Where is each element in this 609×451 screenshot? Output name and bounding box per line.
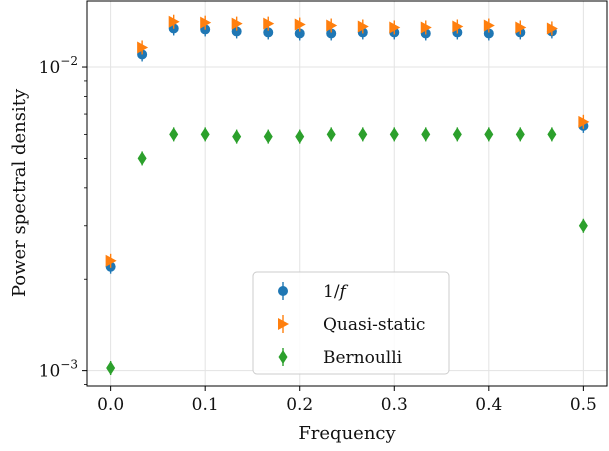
data-point [294, 18, 306, 31]
y-tick-label-exponent: −3 [60, 358, 78, 372]
data-point [484, 127, 494, 142]
data-point [263, 17, 275, 30]
legend-item: Quasi-static [278, 315, 425, 335]
data-point [389, 21, 401, 34]
data-point [515, 21, 527, 34]
legend-item: Bernoulli [278, 348, 403, 368]
data-point [200, 127, 210, 142]
data-marks [105, 14, 590, 376]
data-point [137, 41, 149, 54]
series-circle [105, 21, 589, 274]
data-point [358, 127, 368, 142]
x-tick-label: 0.5 [570, 395, 597, 415]
data-point [578, 115, 590, 128]
data-point [326, 127, 336, 142]
data-point [483, 19, 495, 32]
legend-label-text: Quasi-static [323, 315, 425, 335]
legend-label-italic: f [338, 282, 349, 302]
data-point [483, 28, 494, 39]
legend-marker [278, 318, 289, 330]
legend-marker [278, 350, 288, 364]
data-point [389, 127, 399, 142]
data-point [326, 28, 337, 39]
x-tick-label: 0.2 [286, 395, 313, 415]
y-tick-label-base: 10 [39, 362, 61, 382]
legend-label-text: 1/ [323, 282, 340, 302]
data-point [326, 19, 338, 32]
data-point [106, 361, 116, 376]
data-point [547, 127, 557, 142]
data-point [232, 129, 242, 144]
legend-marker [278, 286, 288, 296]
series-diamond [106, 127, 588, 376]
y-axis-label: Power spectral density [9, 88, 30, 297]
legend-label-text: Bernoulli [323, 348, 403, 368]
data-point [421, 127, 431, 142]
data-point [169, 127, 179, 142]
y-tick-label: 10−2 [39, 54, 78, 78]
x-tick-label: 0.4 [475, 395, 502, 415]
y-tick-label-base: 10 [39, 58, 61, 78]
legend-label: 1/f [323, 282, 349, 302]
data-point [137, 151, 147, 166]
x-tick-label: 0.3 [381, 395, 408, 415]
data-point [294, 28, 305, 39]
legend-box [252, 271, 450, 375]
y-tick-label-exponent: −2 [60, 54, 78, 68]
plot-frame [86, 0, 608, 387]
legend-item: 1/f [278, 282, 349, 302]
x-axis-label: Frequency [298, 423, 396, 444]
data-point [105, 254, 117, 267]
data-point [295, 129, 305, 144]
data-point [263, 129, 273, 144]
data-point [263, 27, 274, 38]
data-point [168, 15, 180, 28]
data-point [515, 127, 525, 142]
axis-ticks: 0.0 0.1 0.2 0.3 0.4 0.510−310−2 [39, 54, 597, 415]
data-point [231, 17, 243, 30]
y-tick-label: 10−3 [39, 358, 78, 382]
x-tick-label: 0.1 [192, 395, 219, 415]
data-point [231, 26, 242, 37]
data-point [357, 20, 369, 33]
data-point [546, 22, 558, 35]
data-point [200, 16, 212, 29]
series-triangle-right [105, 14, 590, 268]
data-point [452, 127, 462, 142]
legend-label: Quasi-static [323, 315, 425, 335]
x-tick-label: 0.0 [97, 395, 124, 415]
legend: 1/f Quasi-static Bernoulli [252, 271, 450, 375]
data-point [420, 21, 432, 34]
legend-label: Bernoulli [323, 348, 403, 368]
data-point [452, 20, 464, 33]
data-point [578, 218, 588, 233]
